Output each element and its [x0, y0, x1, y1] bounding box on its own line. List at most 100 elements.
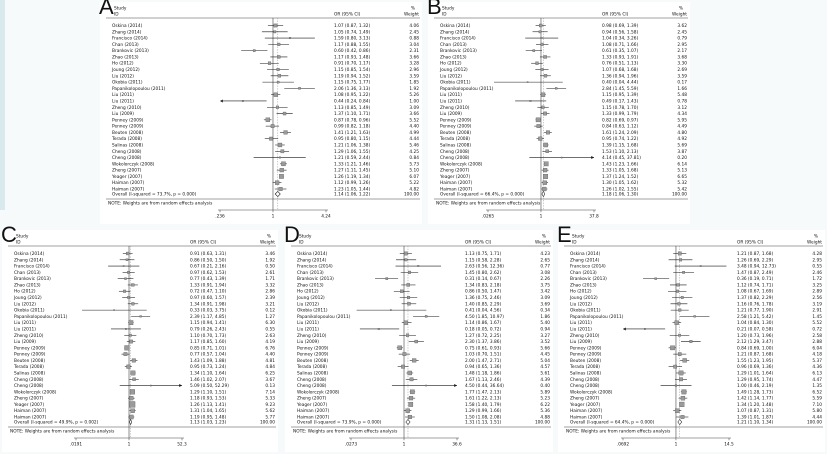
effect-square: [424, 315, 428, 318]
study-label: Chan (2013): [297, 270, 324, 276]
weight-value: 2.86: [265, 289, 275, 295]
study-label: Zhao (2013): [14, 282, 41, 288]
study-label: Beuten (2008): [14, 358, 45, 364]
study-label: Zhao (2013): [297, 282, 324, 288]
weight-value: 4.36: [812, 364, 822, 370]
axis-tick-label: 4.24: [321, 214, 331, 220]
weight-value: 3.69: [540, 301, 550, 307]
study-label: Oskina (2014): [297, 251, 328, 257]
weight-value: 0.17: [677, 80, 687, 86]
study-label: Liu (2012): [112, 73, 134, 79]
study-label: Terada (2008): [111, 136, 142, 142]
weight-value: 4.45: [540, 352, 550, 358]
weight-value: 5.42: [677, 187, 687, 193]
weight-value: 6.07: [409, 174, 419, 180]
weight-value: 0.72: [812, 326, 822, 332]
forest-row: Penney (2009) 0.82 (0.69, 0.97) 5.95: [440, 117, 687, 123]
study-label: Haiman (2007): [440, 187, 473, 193]
weight-value: 4.40: [265, 352, 275, 358]
study-label: Penney (2009): [112, 117, 144, 123]
or-ci-value: 0.84 (0.69, 1.00): [737, 345, 773, 351]
study-label: Papanikolopoulou (2011): [112, 86, 166, 92]
forest-row: Papanikolopoulou (2011) 2.06 (1.36, 3.13)…: [112, 86, 419, 92]
effect-square: [129, 414, 134, 420]
effect-square: [682, 271, 685, 274]
study-label: Salinas (2008): [112, 142, 143, 148]
effect-square: [677, 251, 682, 256]
effect-square: [540, 42, 544, 46]
or-ci-value: 0.86 (0.50, 1.47): [465, 289, 501, 295]
study-label: Oskina (2014): [112, 23, 143, 29]
weight-value: 1.92: [409, 86, 419, 92]
study-label: Haiman (2007): [112, 180, 145, 186]
forest-row: Liu (2009) 1.33 (0.99, 1.79) 4.34: [440, 111, 687, 117]
study-label: Penney (2009): [112, 124, 144, 130]
column-header-id: ID: [299, 240, 304, 246]
weight-value: 4.84: [265, 364, 275, 370]
overall-weight-value: 100.00: [404, 192, 419, 198]
forest-row: Zheng (2007) 1.42 (1.14, 1.77) 5.59: [570, 396, 822, 402]
or-ci-value: 1.33 (1.21, 1.46): [334, 161, 370, 167]
effect-square: [252, 49, 256, 52]
study-label: Penney (2009): [570, 345, 602, 351]
effect-square: [674, 384, 678, 387]
study-label: Zhao (2013): [570, 282, 597, 288]
weight-value: 5.61: [540, 370, 550, 376]
effect-square: [267, 61, 272, 65]
effect-square: [679, 258, 683, 262]
study-label: Okobia (2011): [440, 80, 471, 86]
weight-value: 0.55: [812, 264, 822, 270]
effect-square: [673, 364, 677, 369]
forest-row: Brankovic (2013) 0.77 (0.43, 1.39) 1.71: [14, 276, 275, 282]
or-ci-value: 1.33 (0.93, 1.91): [602, 54, 638, 60]
weight-value: 5.59: [812, 396, 822, 402]
or-ci-value: 1.49 (1.28, 1.73): [737, 389, 773, 395]
study-label: Haiman (2007): [297, 408, 330, 414]
or-ci-value: 0.96 (0.69, 1.36): [737, 364, 773, 370]
effect-square: [677, 352, 682, 356]
forest-row: Penney (2009) 0.84 (0.69, 1.00) 6.04: [570, 345, 822, 351]
effect-square: [555, 87, 558, 90]
note-text: NOTE: Weights are from random effects an…: [436, 201, 541, 207]
forest-row: Zhang (2014) 1.26 (0.69, 2.29) 2.95: [570, 257, 822, 263]
forest-row: Salinas (2008) 1.39 (1.15, 1.68) 5.69: [440, 142, 687, 148]
effect-square: [131, 302, 135, 306]
effect-square: [128, 333, 132, 337]
or-ci-value: 1.14 (0.86, 1.67): [465, 320, 501, 326]
weight-value: 3.62: [677, 23, 687, 29]
forest-row: Zheng (2010) 1.15 (0.78, 1.70) 3.12: [440, 105, 687, 111]
or-ci-value: 1.41 (1.21, 1.63): [334, 130, 370, 136]
forest-row: Ho (2012) 0.86 (0.50, 1.47) 3.42: [297, 289, 550, 295]
or-ci-value: 1.17 (0.85, 1.60): [190, 339, 226, 345]
study-label: Salinas (2008): [297, 370, 328, 376]
effect-square: [241, 100, 244, 102]
forest-row: Francisco (2014) 1.59 (0.80, 3.13) 0.88: [112, 36, 419, 42]
forest-row: Zheng (2010) 1.27 (0.72, 2.25) 3.27: [297, 333, 550, 339]
weight-value: 3.42: [540, 289, 550, 295]
study-label: Cheng (2008): [297, 383, 327, 389]
forest-row: Zhao (2013) 1.33 (0.91, 1.94) 3.32: [14, 282, 275, 288]
or-ci-value: 1.17 (0.88, 1.55): [334, 42, 370, 48]
or-ci-value: 1.27 (0.72, 2.25): [465, 333, 501, 339]
study-label: Wokolorczyk (2008): [112, 161, 155, 167]
study-label: Papanikolopoulou (2011): [440, 86, 494, 92]
or-ci-value: 1.21 (0.87, 1.68): [737, 251, 773, 257]
or-ci-value: 4.50 (0.44, 36.64): [465, 383, 504, 389]
weight-value: 5.95: [677, 117, 687, 123]
or-ci-value: 1.08 (0.95, 1.22): [334, 92, 370, 98]
weight-value: 3.27: [540, 333, 550, 339]
effect-square: [404, 251, 408, 256]
study-label: Zheng (2007): [297, 396, 327, 402]
study-label: Joung (2012): [13, 295, 42, 301]
or-ci-value: 1.29 (1.06, 1.55): [334, 149, 370, 155]
weight-value: 4.18: [812, 352, 822, 358]
study-label: Liu (2011): [14, 320, 36, 326]
weight-value: 3.09: [540, 295, 550, 301]
weight-value: 5.77: [265, 415, 275, 421]
forest-row: Oskina (2014) 1.13 (0.75, 1.71) 4.23: [297, 251, 550, 257]
column-header-weight: Weight: [535, 240, 550, 246]
study-label: Liu (2011): [440, 98, 462, 104]
forest-row: Chan (2013) 1.17 (0.88, 1.55) 3.04: [112, 42, 419, 48]
effect-square: [276, 80, 280, 84]
